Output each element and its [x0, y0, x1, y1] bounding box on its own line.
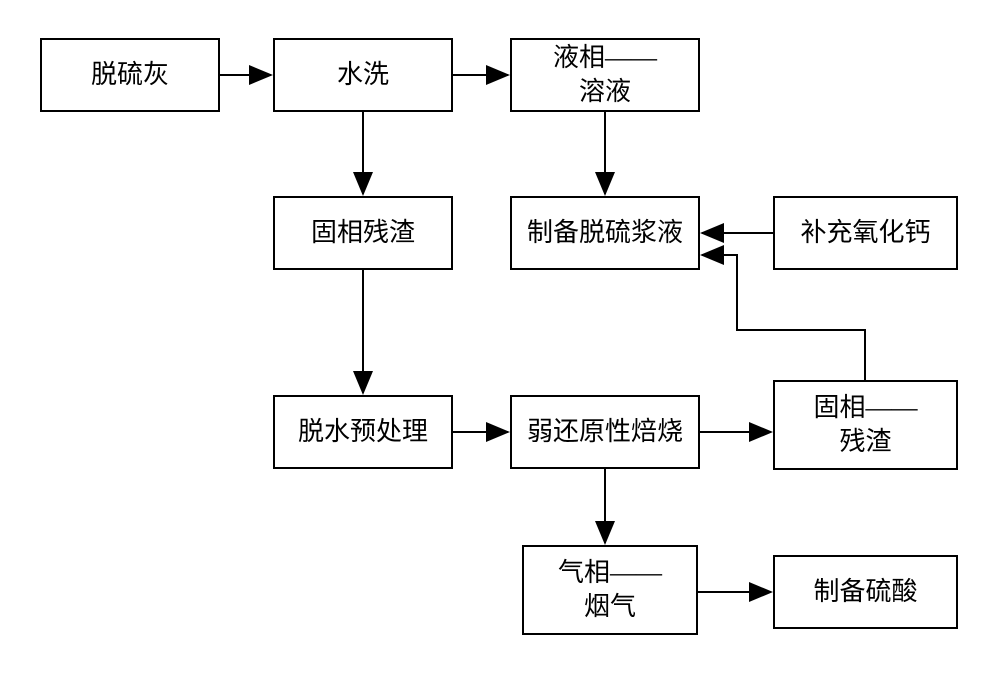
node-prepare-slurry: 制备脱硫浆液: [510, 196, 700, 270]
node-label: 水洗: [337, 58, 389, 92]
node-label: 气相——烟气: [558, 556, 662, 624]
node-label: 补充氧化钙: [800, 216, 930, 250]
node-solid-residue: 固相残渣: [273, 196, 453, 270]
node-label: 液相——溶液: [553, 41, 657, 109]
node-desulfurization-ash: 脱硫灰: [40, 38, 220, 112]
node-label: 固相残渣: [311, 216, 415, 250]
node-solid-phase-residue: 固相——残渣: [773, 380, 958, 470]
node-label: 脱硫灰: [91, 58, 169, 92]
node-prepare-sulfuric-acid: 制备硫酸: [773, 555, 958, 629]
node-label: 脱水预处理: [298, 415, 428, 449]
node-liquid-phase-solution: 液相——溶液: [510, 38, 700, 112]
node-water-wash: 水洗: [273, 38, 453, 112]
node-weak-reduction-roasting: 弱还原性焙烧: [510, 395, 700, 469]
node-label: 固相——残渣: [813, 391, 917, 459]
node-dehydration-pretreatment: 脱水预处理: [273, 395, 453, 469]
node-label: 制备硫酸: [813, 575, 917, 609]
node-label: 制备脱硫浆液: [527, 216, 683, 250]
node-gas-phase-flue-gas: 气相——烟气: [522, 545, 698, 635]
node-add-calcium-oxide: 补充氧化钙: [773, 196, 958, 270]
node-label: 弱还原性焙烧: [527, 415, 683, 449]
